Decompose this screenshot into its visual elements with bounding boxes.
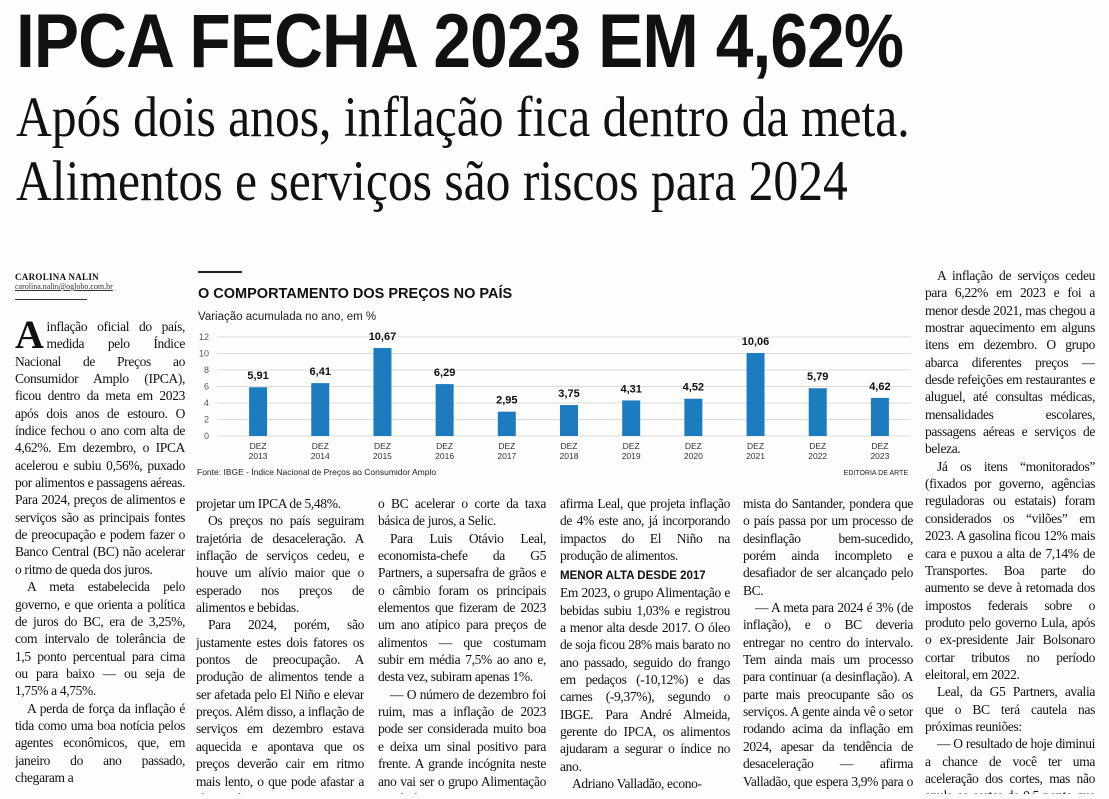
y-tick-label: 0	[204, 431, 209, 441]
value-label: 4,31	[620, 383, 641, 395]
y-tick-label: 12	[199, 332, 209, 342]
paragraph: A inflação oficial do país, medida pelo …	[15, 318, 185, 577]
paragraph: — A meta para 2024 é 3% (de inflação), e…	[743, 600, 913, 794]
x-tick-label: DEZ 2023	[870, 441, 890, 461]
paragraph: Para 2024, porém, são justamente estes d…	[196, 617, 364, 794]
bar	[560, 405, 578, 436]
value-label: 6,41	[310, 366, 331, 378]
x-tick-label: DEZ 2016	[435, 441, 455, 461]
paragraph: A meta estabelecida pelo governo, e que …	[15, 579, 185, 699]
bar	[497, 411, 516, 436]
text-column: projetar um IPCA de 5,48%. Os preços no p…	[196, 495, 364, 794]
x-tick-label: DEZ 2022	[808, 441, 828, 461]
value-label: 6,29	[434, 367, 455, 379]
bar	[746, 353, 765, 436]
paragraph: projetar um IPCA de 5,48%.	[196, 496, 341, 511]
x-tick-label: DEZ 2017	[497, 441, 517, 461]
x-tick-label: DEZ 2021	[746, 441, 765, 461]
x-tick-label: DEZ 2015	[372, 441, 392, 461]
y-tick-label: 10	[199, 349, 209, 359]
email: carolina.nalin@oglobo.com.br	[15, 282, 113, 291]
value-label: 2,95	[496, 395, 517, 407]
value-label: 5,79	[807, 371, 828, 383]
value-label: 10,67	[369, 331, 397, 343]
bar	[808, 388, 827, 436]
subheadline: Após dois anos, inflação fica dentro da …	[16, 86, 910, 149]
text-column: afirma Leal, que projeta inflação de 4% …	[560, 495, 730, 794]
text-column: mista do Santander, pondera que o país p…	[743, 495, 913, 794]
bar	[684, 398, 703, 436]
value-label: 5,91	[247, 370, 268, 382]
text-column: A inflação oficial do país, medida pelo …	[15, 318, 185, 794]
x-tick-label: DEZ 2018	[559, 441, 579, 461]
chart-svg: O COMPORTAMENTO DOS PREÇOS NO PAÍS Varia…	[197, 271, 911, 477]
y-tick-label: 8	[204, 365, 209, 375]
x-tick-label: DEZ 2019	[621, 441, 641, 461]
paragraph: Leal, da G5 Partners, avalia que o BC te…	[925, 684, 1095, 734]
paragraph: afirma Leal, que projeta inflação de 4% …	[560, 496, 730, 564]
x-tick-label: DEZ 2013	[248, 441, 268, 461]
paragraph: o BC acelerar o corte da taxa básica de …	[378, 496, 546, 529]
paragraph: Para Luis Otávio Leal, economista-chefe …	[378, 530, 546, 685]
paragraph: — O resultado de hoje diminui a chance d…	[925, 736, 1095, 794]
y-tick-label: 6	[204, 382, 209, 392]
byline: CAROLINA NALIN carolina.nalin@oglobo.com…	[15, 272, 185, 300]
bar	[435, 384, 454, 436]
paragraph: Os preços no país seguiram trajetória de…	[196, 513, 364, 616]
paragraph: mista do Santander, pondera que o país p…	[743, 496, 913, 598]
author: CAROLINA NALIN	[15, 272, 99, 282]
subheadline: Alimentos e serviços são riscos para 202…	[16, 150, 848, 213]
bar	[870, 397, 889, 436]
x-tick-label: DEZ 2020	[683, 441, 703, 461]
paragraph: A inflação de serviços cedeu para 6,22% …	[925, 268, 1095, 457]
value-label: 4,52	[683, 382, 704, 394]
paragraph: Já os itens “monitorados” (fixados por g…	[925, 458, 1095, 682]
y-tick-label: 4	[204, 398, 209, 408]
rule	[15, 299, 87, 300]
chart-credit: EDITORIA DE ARTE	[844, 470, 909, 477]
paragraph: — O número de dezembro foi ruim, mas a i…	[378, 686, 546, 794]
value-label: 4,62	[869, 381, 890, 393]
value-label: 10,06	[742, 336, 770, 348]
x-tick-label: DEZ 2014	[310, 441, 330, 461]
subheading: MENOR ALTA DESDE 2017	[560, 570, 706, 583]
chart-title: O COMPORTAMENTO DOS PREÇOS NO PAÍS	[198, 285, 513, 302]
headline: IPCA FECHA 2023 EM 4,62%	[16, 0, 904, 84]
paragraph: A perda de força da inflação é tida como…	[15, 700, 185, 785]
bar	[373, 347, 392, 436]
chart: O COMPORTAMENTO DOS PREÇOS NO PAÍS Varia…	[195, 265, 915, 480]
text-column: A inflação de serviços cedeu para 6,22% …	[925, 267, 1095, 794]
y-tick-label: 2	[204, 415, 209, 425]
bar	[249, 387, 268, 436]
paragraph: Em 2023, o grupo Alimentação e bebidas s…	[560, 585, 730, 774]
value-label: 3,75	[558, 388, 579, 400]
chart-subtitle: Variação acumulada no ano, em %	[198, 311, 376, 323]
chart-source: Fonte: IBGE - Índice Nacional de Preços …	[197, 467, 436, 477]
bar	[622, 400, 641, 436]
paragraph: Adriano Valladão, econo-	[572, 776, 702, 792]
text-column: o BC acelerar o corte da taxa básica de …	[378, 495, 546, 794]
bar	[311, 383, 330, 436]
